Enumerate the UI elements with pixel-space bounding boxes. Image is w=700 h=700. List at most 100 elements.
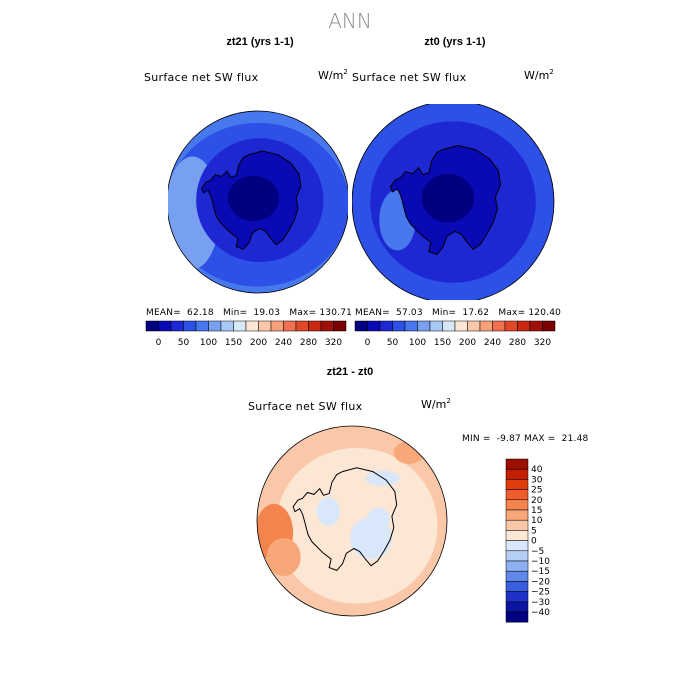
panel1-colorbar-swatch — [158, 320, 172, 332]
panel1-colorbar-tick: 240 — [275, 338, 292, 348]
panel3-colorbar-tick: 0 — [531, 537, 537, 547]
panel2-colorbar-tick: 100 — [409, 338, 426, 348]
panel1-colorbar-swatch — [308, 320, 322, 332]
panel1-colorbar-tick: 280 — [300, 338, 317, 348]
panel3-colorbar-swatch — [505, 581, 529, 592]
panel1-colorbar-swatch — [195, 320, 209, 332]
panel1-colorbar-swatch — [270, 320, 284, 332]
panel1-colorbar: 0 50 100 150 200 240 280 320 — [145, 320, 347, 348]
panel2-colorbar-tick: 280 — [509, 338, 526, 348]
panel3-colorbar-tick: −25 — [531, 588, 550, 598]
panel3-colorbar-swatch — [505, 530, 529, 541]
panel3-colorbar-tick: 20 — [531, 496, 543, 506]
panel1-colorbar-swatch — [233, 320, 247, 332]
panel3-colorbar-tick: 30 — [531, 475, 543, 485]
panel1-colorbar-swatch — [295, 320, 309, 332]
panel3-colorbar-tick: 5 — [531, 526, 537, 536]
panel3-title: zt21 - zt0 — [326, 366, 374, 378]
panel2-map — [352, 104, 555, 300]
panel2-colorbar-tick: 50 — [387, 338, 399, 348]
panel3-colorbar-tick: −30 — [531, 598, 550, 608]
panel1-colorbar-swatch — [245, 320, 259, 332]
panel3-field-region — [316, 497, 340, 526]
panel2-colorbar-swatch — [479, 320, 493, 332]
panel3-colorbar-tick: −15 — [531, 567, 550, 577]
panel1-colorbar-tick: 200 — [250, 338, 267, 348]
panel1-colorbar-tick: 320 — [325, 338, 342, 348]
panel2-field — [352, 104, 555, 300]
panel1-colorbar-swatch — [208, 320, 222, 332]
panel3-field-region — [367, 507, 390, 531]
panel3-colorbar-swatch — [505, 570, 529, 582]
panel1-colorbar-swatch — [183, 320, 197, 332]
panel3-colorbar-swatch — [505, 560, 529, 572]
panel2-colorbar-swatch — [379, 320, 393, 332]
panel3-map-boundary — [256, 425, 448, 617]
panel3-colorbar-tick: −20 — [531, 577, 550, 587]
panel2-colorbar-swatch — [454, 320, 468, 332]
panel2-colorbar: 0 50 100 150 200 240 280 320 — [354, 320, 556, 348]
panel1-colorbar-tick: 50 — [178, 338, 190, 348]
panel1-colorbar-swatch — [170, 320, 184, 332]
panel1-colorbar-swatch — [333, 320, 347, 332]
panel1-colorbar-tick: 100 — [200, 338, 217, 348]
panel3-colorbar-swatch — [505, 611, 529, 623]
panel1-colorbar-tick: 150 — [225, 338, 242, 348]
panel2-colorbar-tick: 150 — [434, 338, 451, 348]
panel2-colorbar-swatch — [542, 320, 556, 332]
panel2-colorbar-swatch — [367, 320, 381, 332]
panel2-colorbar-tick: 200 — [459, 338, 476, 348]
panel1-colorbar-swatch — [283, 320, 297, 332]
panel3-colorbar-swatch — [505, 458, 529, 470]
panel3-colorbar-swatch — [505, 519, 529, 531]
panel3-colorbar-swatch — [505, 601, 529, 613]
panel2-colorbar-swatch — [467, 320, 481, 332]
panel1-coastline — [201, 150, 302, 250]
panel3-colorbar-swatch — [505, 550, 529, 562]
panel1-units: W/m2 — [318, 68, 348, 82]
panel2-colorbar-swatch — [517, 320, 531, 332]
panel1-colorbar-swatch — [220, 320, 234, 332]
figure-suptitle: ANN — [328, 9, 372, 33]
panel2-variable-label: Surface net SW flux — [352, 71, 467, 84]
panel3-colorbar-swatch — [505, 489, 529, 501]
panel2-coastline — [389, 144, 502, 256]
panel1-field — [168, 110, 348, 294]
panel3-colorbar-swatch — [505, 540, 529, 552]
panel2-units: W/m2 — [524, 68, 554, 82]
panel2-map-boundary — [352, 104, 555, 300]
panel2-colorbar-swatch — [442, 320, 456, 332]
panel2-colorbar-swatch — [492, 320, 506, 332]
panel3-units: W/m2 — [421, 397, 451, 411]
panel1-field-region — [227, 175, 279, 222]
panel3-colorbar-tick: 25 — [531, 486, 542, 496]
panel1-title: zt21 (yrs 1-1) — [226, 36, 294, 48]
panel2-colorbar-swatch — [417, 320, 431, 332]
panel2-colorbar-swatch — [504, 320, 518, 332]
panel3-map — [256, 425, 448, 617]
panel3-colorbar-swatch — [505, 499, 529, 511]
panel2-colorbar-swatch — [354, 320, 368, 332]
panel3-colorbar-swatch — [505, 468, 529, 480]
panel3-field — [256, 425, 448, 617]
panel1-colorbar-swatch — [320, 320, 334, 332]
panel3-colorbar-tick: 10 — [531, 516, 543, 526]
panel2-stats: MEAN= 57.03 Min= 17.62 Max= 120.40 — [355, 308, 562, 318]
panel3-colorbar-swatch — [505, 591, 529, 603]
panel3-field-region — [266, 538, 301, 577]
panel2-colorbar-tick: 0 — [365, 338, 371, 348]
panel3-variable-label: Surface net SW flux — [248, 400, 363, 413]
panel2-colorbar-swatch — [404, 320, 418, 332]
panel1-map — [168, 110, 348, 294]
panel2-colorbar-tick: 320 — [534, 338, 551, 348]
panel2-field-region — [421, 173, 475, 223]
panel3-colorbar-tick: −10 — [531, 557, 550, 567]
panel1-variable-label: Surface net SW flux — [144, 71, 259, 84]
panel3-colorbar-swatch — [505, 509, 529, 521]
panel3-stats: MIN = -9.87 MAX = 21.48 — [462, 434, 589, 444]
panel1-colorbar-swatch — [145, 320, 159, 332]
panel2-title: zt0 (yrs 1-1) — [424, 36, 486, 48]
panel1-map-boundary — [168, 110, 348, 294]
panel3-colorbar-tick: 40 — [531, 465, 543, 475]
